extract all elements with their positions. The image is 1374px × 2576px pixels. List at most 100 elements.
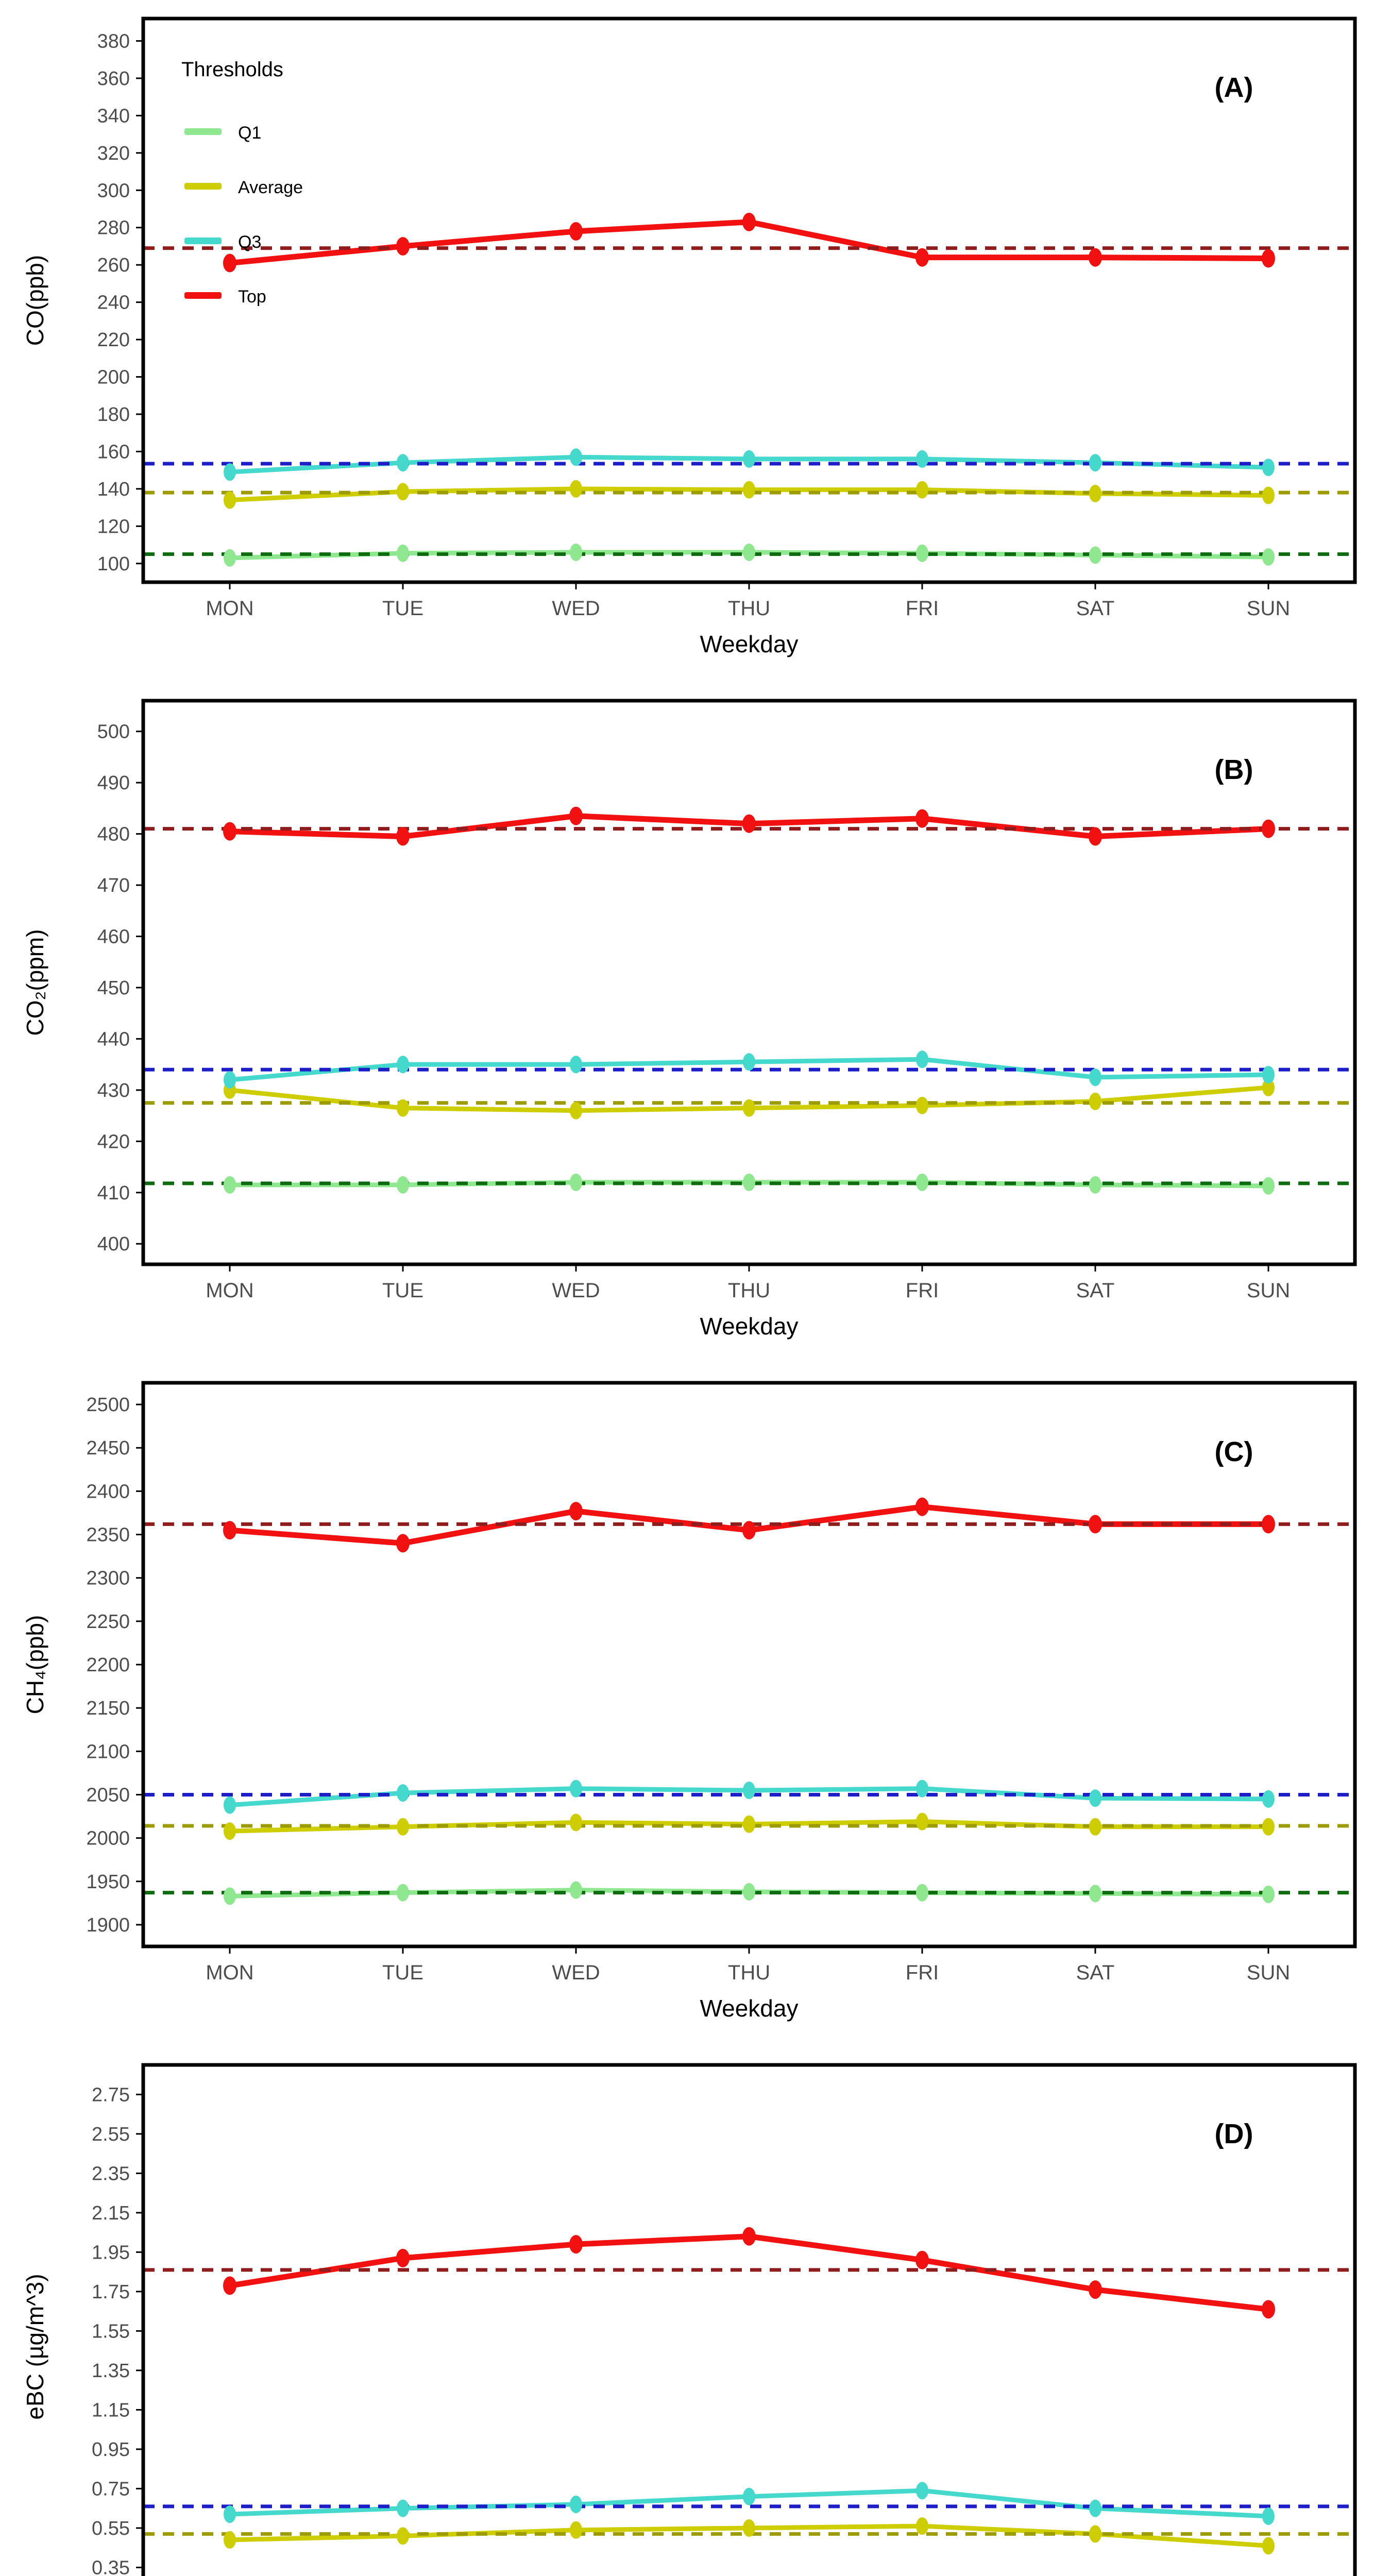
- y-axis-tick-label: 100: [97, 553, 130, 575]
- series-point-top-tue: [396, 236, 410, 256]
- x-axis-tick-label: MON: [206, 1279, 253, 1302]
- series-point-q1-thu: [743, 1173, 755, 1191]
- series-point-q1-mon: [224, 1176, 236, 1194]
- series-point-q3-sun: [1262, 459, 1275, 477]
- x-axis-tick-label: SUN: [1247, 597, 1290, 620]
- y-axis-tick-label: 470: [97, 875, 130, 896]
- series-point-average-thu: [743, 481, 755, 499]
- series-point-average-tue: [397, 2527, 409, 2545]
- series-point-top-thu: [742, 212, 756, 231]
- y-axis-tick-label: 120: [97, 516, 130, 537]
- series-point-q1-fri: [916, 1884, 928, 1902]
- y-axis-tick-label: 1.75: [92, 2281, 130, 2303]
- series-point-q3-wed: [570, 2496, 582, 2514]
- y-axis-tick-label: 1950: [86, 1871, 130, 1893]
- y-axis-tick-label: 420: [97, 1131, 130, 1153]
- y-axis-tick-label: 0.35: [92, 2557, 130, 2576]
- x-axis-tick-label: WED: [552, 597, 600, 620]
- series-point-average-sat: [1089, 2525, 1101, 2543]
- y-axis-tick-label: 280: [97, 217, 130, 239]
- x-axis-tick-label: WED: [552, 1279, 600, 1302]
- y-axis-tick-label: 360: [97, 68, 130, 90]
- series-point-q1-sun: [1262, 548, 1275, 566]
- y-axis-tick-label: 1.55: [92, 2320, 130, 2342]
- series-point-q1-thu: [743, 544, 755, 562]
- series-point-q1-fri: [916, 1173, 928, 1191]
- series-point-top-sat: [1089, 2280, 1102, 2299]
- plot-border: [141, 16, 1357, 584]
- series-point-q1-thu: [743, 1883, 755, 1901]
- plot-border: [141, 2063, 1357, 2576]
- panel-a: 100 120 140 160 180 200 220 240 260 280 300 320 340 3…: [0, 0, 1374, 682]
- y-axis-tick-label: 1900: [86, 1914, 130, 1936]
- series-point-average-tue: [397, 1099, 409, 1117]
- y-axis-tick-label: 2500: [86, 1394, 130, 1416]
- y-axis-tick-label: 220: [97, 329, 130, 351]
- panel-b: 400 410 420 430 440 450 460 470 480 490 500 MON TUE W…: [0, 682, 1374, 1364]
- y-axis-tick-label: 2.55: [92, 2124, 130, 2145]
- y-axis-tick-label: 320: [97, 143, 130, 164]
- series-point-top-thu: [742, 814, 756, 833]
- series-point-top-sun: [1262, 2300, 1275, 2319]
- panel-letter: (C): [1215, 1436, 1253, 1467]
- x-axis-tick-label: SUN: [1247, 1961, 1290, 1984]
- y-axis-tick-label: 490: [97, 772, 130, 794]
- panel-letter: (A): [1215, 72, 1253, 103]
- y-axis-label: eBC (µg/m^3): [22, 2274, 48, 2419]
- y-axis-tick-label: 1.15: [92, 2399, 130, 2421]
- y-axis-tick-label: 2200: [86, 1654, 130, 1676]
- y-axis-tick-label: 200: [97, 367, 130, 388]
- series-point-top-mon: [223, 253, 236, 273]
- series-point-q1-sun: [1262, 1177, 1275, 1195]
- series-point-average-thu: [743, 1099, 755, 1117]
- x-axis-label: Weekday: [700, 1313, 799, 1340]
- y-axis-tick-label: 300: [97, 180, 130, 201]
- x-axis-tick-label: SAT: [1076, 597, 1115, 620]
- series-point-top-fri: [915, 2250, 929, 2269]
- series-point-average-sat: [1089, 1092, 1101, 1110]
- y-axis-tick-label: 140: [97, 479, 130, 500]
- series-point-q3-sun: [1262, 2507, 1275, 2525]
- series-point-top-mon: [223, 822, 236, 841]
- y-axis-tick-label: 430: [97, 1080, 130, 1101]
- y-axis-tick-label: 240: [97, 292, 130, 314]
- x-axis-tick-label: MON: [206, 597, 253, 620]
- x-axis-tick-label: FRI: [906, 1961, 939, 1984]
- legend-label: Average: [238, 178, 303, 197]
- y-axis-tick-label: 260: [97, 255, 130, 276]
- series-point-q1-wed: [570, 544, 582, 562]
- series-point-top-tue: [396, 2248, 410, 2267]
- series-point-q1-mon: [224, 1887, 236, 1905]
- x-axis-tick-label: TUE: [382, 597, 423, 620]
- y-axis-tick-label: 0.75: [92, 2478, 130, 2500]
- series-point-top-fri: [915, 809, 929, 828]
- series-point-q1-tue: [397, 1176, 409, 1194]
- series-point-average-mon: [224, 491, 236, 509]
- series-point-average-mon: [224, 1822, 236, 1840]
- y-axis-tick-label: 2050: [86, 1784, 130, 1806]
- chart-canvas-b: 400 410 420 430 440 450 460 470 480 490 500 MON TUE W…: [22, 699, 1357, 1340]
- series-point-average-sat: [1089, 1818, 1101, 1836]
- series-point-average-wed: [570, 1101, 582, 1120]
- y-axis-tick-label: 2150: [86, 1698, 130, 1719]
- series-point-top-wed: [569, 806, 583, 825]
- series-point-q3-mon: [224, 1071, 236, 1089]
- series-point-q1-fri: [916, 544, 928, 562]
- y-axis-tick-label: 2.15: [92, 2202, 130, 2224]
- series-point-top-thu: [742, 1521, 756, 1540]
- chart-canvas-d: 0.150.350.550.750.951.151.351.551.751.95…: [22, 2063, 1357, 2576]
- series-point-q1-tue: [397, 544, 409, 562]
- series-point-q3-mon: [224, 1796, 236, 1814]
- series-point-top-sun: [1262, 249, 1275, 268]
- series-point-average-sun: [1262, 1078, 1275, 1096]
- series-point-q1-mon: [224, 549, 236, 567]
- y-axis-label: CO(ppb): [22, 255, 48, 346]
- series-point-average-wed: [570, 480, 582, 498]
- legend-swatch-average: [184, 183, 222, 190]
- series-point-q3-mon: [224, 463, 236, 481]
- chart-canvas-a: 100 120 140 160 180 200 220 240 260 280 300 320 340 3…: [22, 16, 1357, 657]
- y-axis-tick-label: 460: [97, 926, 130, 947]
- y-axis-label: CH₄(ppb): [22, 1615, 48, 1715]
- series-point-q3-tue: [397, 2499, 409, 2517]
- legend-swatch-top: [184, 292, 222, 299]
